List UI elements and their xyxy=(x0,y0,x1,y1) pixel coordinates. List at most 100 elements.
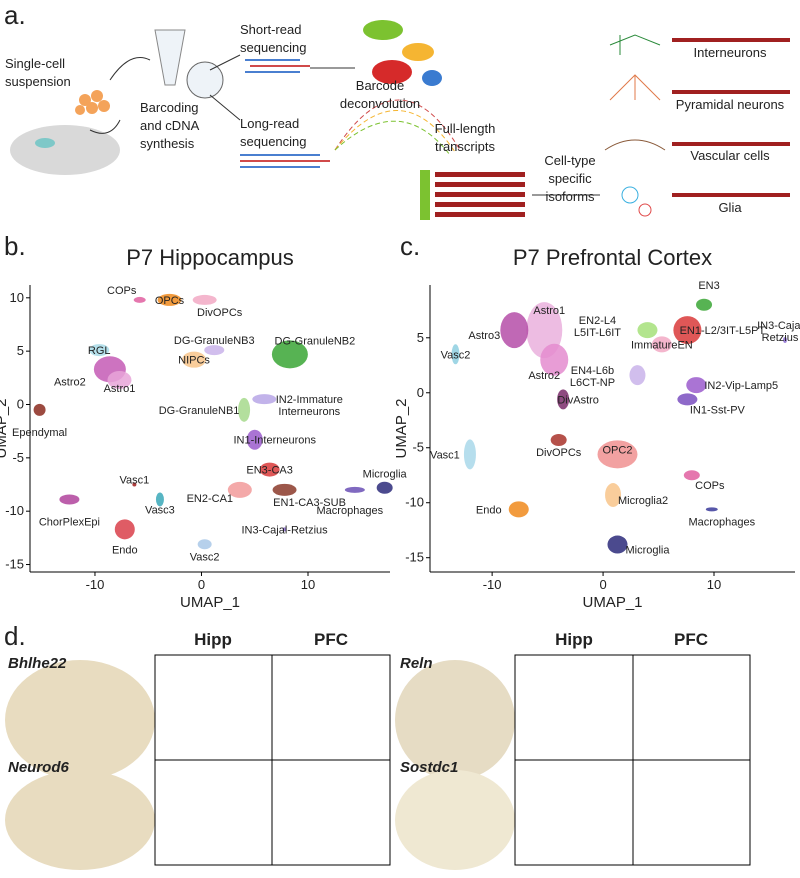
cluster xyxy=(182,351,207,368)
cluster-label: DivOPCs xyxy=(197,307,243,319)
cluster xyxy=(114,519,135,540)
ish-image xyxy=(395,770,515,870)
umap-box xyxy=(154,759,273,866)
short-read-clusters xyxy=(363,20,442,86)
cluster-label: DivOPCs xyxy=(536,447,582,459)
label-line: Barcode xyxy=(356,78,404,93)
cluster-label: IN3-Cajal-Retzius xyxy=(241,524,328,536)
cluster-label: Astro2 xyxy=(528,370,560,382)
cluster xyxy=(696,298,713,311)
label-line: deconvolution xyxy=(340,96,420,111)
gene-label: Bhlhe22 xyxy=(8,655,67,672)
y-tick-label: 0 xyxy=(417,385,424,400)
cluster-label: Macrophages xyxy=(317,505,384,517)
y-tick-label: 5 xyxy=(417,330,424,345)
cluster-label: Astro1 xyxy=(533,305,565,317)
panel-label: d. xyxy=(4,621,26,651)
column-header: PFC xyxy=(674,630,708,649)
cluster xyxy=(376,481,393,494)
cell-type-label: Vascular cells xyxy=(690,148,770,163)
cluster-label: COPs xyxy=(695,480,725,492)
cluster-label: Microglia xyxy=(363,469,408,481)
y-tick-label: -5 xyxy=(12,450,24,465)
cluster-label: Vasc2 xyxy=(441,349,471,361)
cluster-label: DG-GranuleNB3 xyxy=(174,335,255,347)
cluster-label: Astro1 xyxy=(104,383,136,395)
cluster-label: Vasc2 xyxy=(190,551,220,563)
umap-box xyxy=(632,759,751,866)
umap-box xyxy=(271,759,391,866)
arc xyxy=(334,120,451,156)
tube xyxy=(154,29,186,86)
label-line: sequencing xyxy=(240,40,307,55)
cluster-label: OPCs xyxy=(155,295,185,307)
umap-box xyxy=(632,654,751,761)
cluster xyxy=(463,439,476,470)
arrow xyxy=(109,57,151,81)
cluster xyxy=(451,344,460,365)
cluster-label: EN3-CA3 xyxy=(246,465,292,477)
x-tick-label: -10 xyxy=(86,577,105,592)
panel-label: c. xyxy=(400,231,420,261)
x-tick-label: -10 xyxy=(483,577,502,592)
cluster-label: Vasc3 xyxy=(145,504,175,516)
cluster xyxy=(132,482,137,487)
y-axis-label: UMAP_2 xyxy=(393,398,410,458)
panel-label: b. xyxy=(4,231,26,261)
cluster-label: IN2-Immature Interneurons xyxy=(276,394,343,418)
cluster xyxy=(500,312,529,349)
cluster xyxy=(673,316,702,345)
label-line: specific xyxy=(548,171,592,186)
y-tick-label: 10 xyxy=(10,290,24,305)
x-tick-label: 0 xyxy=(198,577,205,592)
label-line: synthesis xyxy=(140,136,195,151)
label-line: Cell-type xyxy=(544,153,595,168)
label-line: Barcoding xyxy=(140,100,199,115)
arrow xyxy=(89,119,121,134)
brain-region xyxy=(35,138,55,148)
y-tick-label: 5 xyxy=(17,343,24,358)
cluster-label: IN1-Sst-PV xyxy=(690,404,746,416)
cluster xyxy=(271,340,308,369)
cluster-label: Vasc1 xyxy=(119,475,149,487)
column-header: PFC xyxy=(314,630,348,649)
cluster xyxy=(246,429,263,450)
umap-box xyxy=(514,759,634,866)
cluster xyxy=(344,486,365,493)
chart-title: P7 Prefrontal Cortex xyxy=(513,245,712,270)
cluster xyxy=(133,296,146,303)
bead xyxy=(186,61,224,99)
cluster xyxy=(155,492,164,507)
cell-type-icons xyxy=(604,34,790,217)
cell-type-label: Interneurons xyxy=(694,45,767,60)
cluster-label: Astro3 xyxy=(468,330,500,342)
cluster xyxy=(238,397,251,422)
cluster xyxy=(59,494,80,505)
cluster-label: OPC2 xyxy=(603,444,633,456)
cluster-label: ChorPlexEpi xyxy=(39,516,100,528)
column-header: Hipp xyxy=(555,630,593,649)
x-axis-label: UMAP_1 xyxy=(582,594,642,611)
cluster xyxy=(629,365,646,386)
cluster-label: DG-GranuleNB2 xyxy=(275,335,356,347)
cluster-label: Endo xyxy=(476,504,502,516)
y-tick-label: -10 xyxy=(405,495,424,510)
umap-box xyxy=(514,654,634,761)
cell-type-label: Pyramidal neurons xyxy=(676,97,785,112)
cells xyxy=(75,90,110,115)
umap-box xyxy=(271,654,391,761)
x-axis-label: UMAP_1 xyxy=(180,594,240,611)
column-header: Hipp xyxy=(194,630,232,649)
y-tick-label: 0 xyxy=(17,396,24,411)
arc xyxy=(334,99,461,151)
cluster xyxy=(683,470,700,481)
cluster-label: ImmatureEN xyxy=(631,339,693,351)
x-tick-label: 10 xyxy=(707,577,721,592)
cluster-label: EN2-L4 L5IT-L6IT xyxy=(574,315,621,339)
cell-type-label: Glia xyxy=(718,200,742,215)
cluster-label: Microglia2 xyxy=(618,495,668,507)
cluster-label: IN1-Interneurons xyxy=(233,435,316,447)
y-tick-label: -10 xyxy=(5,503,24,518)
chart-title: P7 Hippocampus xyxy=(126,245,294,270)
cluster-label: COPs xyxy=(107,285,137,297)
